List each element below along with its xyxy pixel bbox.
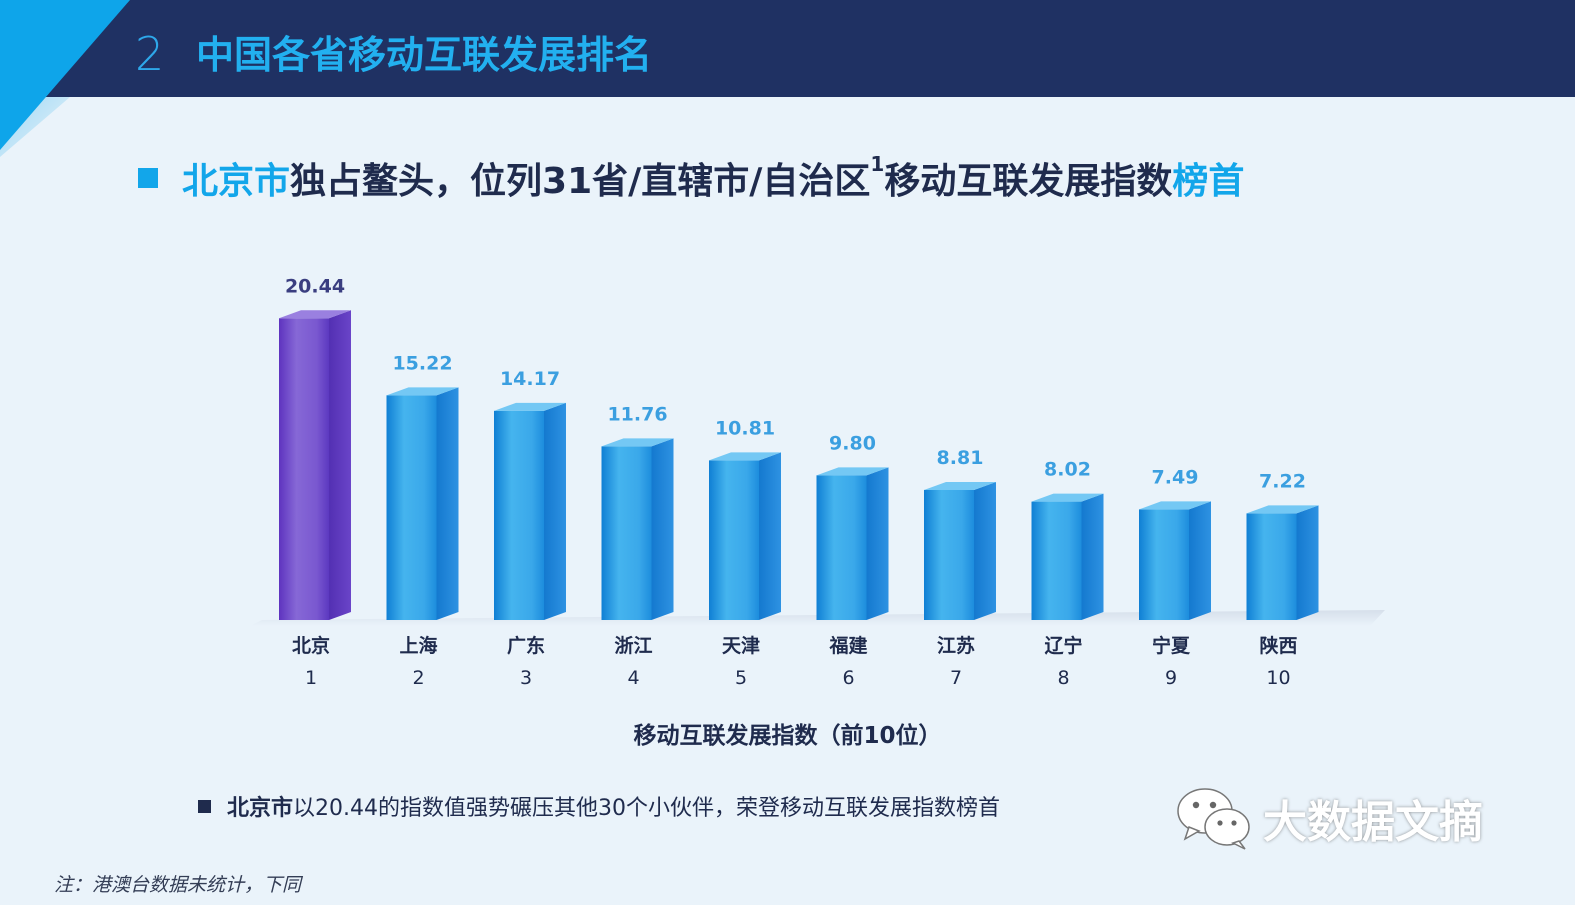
category-label-6: 福建 (828, 634, 867, 657)
category-label-9: 宁夏 (1152, 634, 1191, 657)
value-label-2: 15.22 (392, 352, 452, 374)
subtitle-bullet-icon (138, 168, 158, 188)
bar-top-10 (1246, 505, 1319, 514)
header-bar (0, 0, 1575, 97)
rank-label-5: 5 (735, 667, 747, 689)
note-text: 以20.44的指数值强势碾压其他30个小伙伴，荣登移动互联发展指数榜首 (293, 796, 1000, 821)
bar-2 (386, 395, 437, 620)
subtitle-highlight-beijing: 北京市 (182, 161, 291, 202)
bar-side-3 (544, 402, 566, 620)
bar-10 (1246, 513, 1297, 620)
bar-side-8 (1081, 493, 1104, 620)
subtitle-footnote-marker: 1 (870, 152, 885, 176)
value-label-1: 20.44 (285, 275, 345, 297)
category-label-7: 江苏 (937, 634, 975, 657)
category-label-5: 天津 (722, 634, 760, 657)
watermark-text: 大数据文摘 (1263, 797, 1483, 848)
rank-label-10: 10 (1266, 667, 1290, 689)
bar-top-8 (1031, 493, 1104, 502)
subtitle-text-index: 移动互联发展指数 (884, 161, 1173, 202)
category-label-4: 浙江 (614, 634, 652, 657)
bar-top-2 (386, 387, 459, 396)
bar-top-6 (816, 467, 889, 476)
header-accent-shadow (0, 97, 70, 157)
bar-side-4 (651, 438, 674, 620)
value-label-10: 7.22 (1259, 470, 1306, 492)
bar-6 (816, 475, 867, 620)
value-label-5: 10.81 (715, 417, 775, 439)
bar-chart: 20.44 北京 1 15.22 上海 2 14.17 广东 3 11.76 浙江 4 10.81 天津 5… (250, 275, 1385, 689)
bar-side-10 (1296, 505, 1319, 620)
watermark: 大数据文摘 (1175, 785, 1483, 851)
bar-top-3 (494, 402, 566, 411)
bar-top-1 (279, 310, 351, 319)
rank-label-7: 7 (950, 667, 962, 689)
bar-4 (601, 446, 652, 620)
bar-7 (924, 489, 974, 620)
slide-number: 2 (135, 27, 165, 81)
bar-top-7 (924, 481, 996, 490)
value-label-4: 11.76 (607, 403, 667, 425)
category-label-8: 辽宁 (1044, 634, 1082, 657)
rank-label-3: 3 (520, 667, 532, 689)
category-label-2: 上海 (399, 634, 437, 657)
category-label-10: 陕西 (1259, 634, 1297, 657)
bar-side-1 (329, 310, 351, 620)
bar-side-2 (436, 387, 459, 620)
note-bullet-icon (198, 799, 211, 813)
bar-1 (279, 318, 329, 620)
subtitle: 北京市 独占鳌头，位列31省/直辖市/自治区 1 移动互联发展指数 榜首 (138, 150, 1244, 206)
bar-3 (494, 410, 544, 620)
rank-label-6: 6 (842, 667, 854, 689)
category-label-3: 广东 (507, 634, 545, 657)
bar-side-7 (974, 481, 996, 620)
bar-8 (1031, 501, 1082, 620)
note-line: 北京市 以20.44的指数值强势碾压其他30个小伙伴，荣登移动互联发展指数榜首 (198, 790, 1000, 822)
footnote: 注：港澳台数据未统计，下同 (54, 874, 302, 896)
rank-label-4: 4 (627, 667, 639, 689)
subtitle-highlight-top: 榜首 (1172, 161, 1245, 202)
bar-side-6 (866, 467, 889, 620)
wechat-icon (1177, 788, 1250, 850)
slide-title: 中国各省移动互联发展排名 (196, 33, 653, 77)
value-label-3: 14.17 (500, 368, 560, 390)
bar-top-5 (709, 452, 781, 461)
category-label-1: 北京 (292, 634, 330, 657)
bar-side-5 (759, 452, 781, 620)
bar-side-9 (1189, 501, 1211, 620)
rank-label-1: 1 (305, 667, 317, 689)
value-label-7: 8.81 (937, 447, 984, 469)
x-axis-title: 移动互联发展指数（前10位） (633, 723, 942, 749)
value-label-8: 8.02 (1044, 459, 1091, 481)
bar-5 (709, 460, 759, 620)
rank-label-8: 8 (1057, 667, 1069, 689)
rank-label-2: 2 (412, 667, 424, 689)
subtitle-text: 独占鳌头，位列31省/直辖市/自治区 (290, 161, 871, 202)
value-label-9: 7.49 (1152, 466, 1199, 488)
note-bold-beijing: 北京市 (227, 796, 294, 821)
bar-top-4 (601, 438, 674, 447)
value-label-6: 9.80 (829, 432, 876, 454)
bar-9 (1139, 509, 1189, 620)
rank-label-9: 9 (1165, 667, 1177, 689)
bar-top-9 (1139, 501, 1211, 510)
